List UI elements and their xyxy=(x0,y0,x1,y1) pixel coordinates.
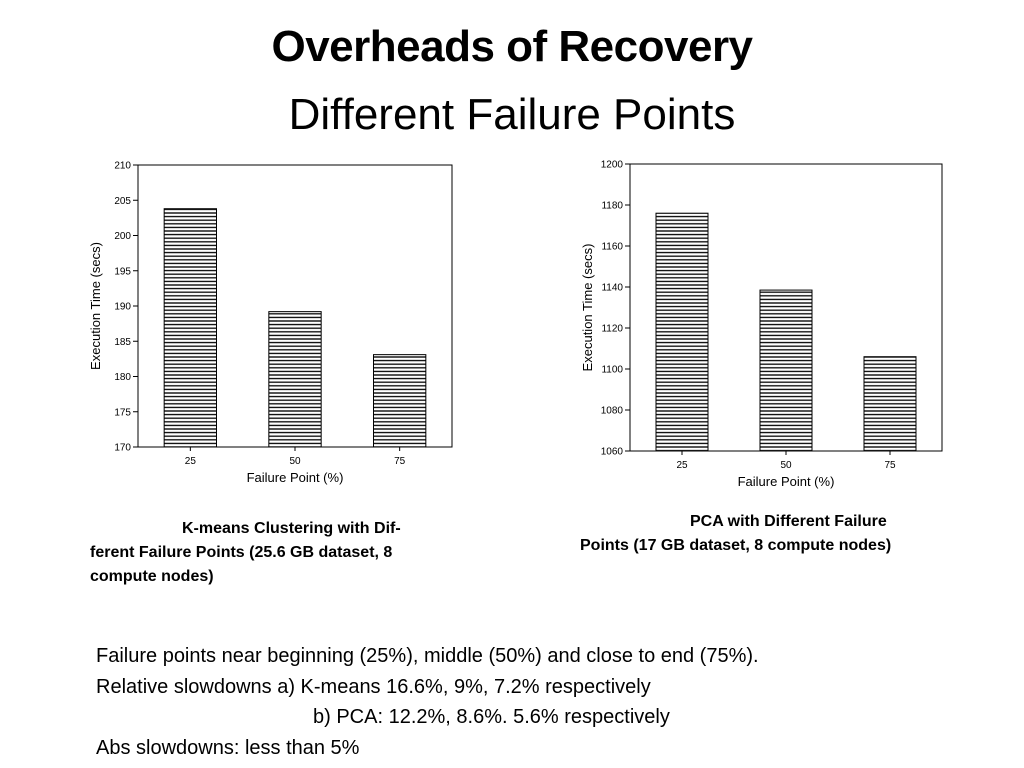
y-axis-label: Execution Time (secs) xyxy=(580,244,595,372)
slide-title: Overheads of Recovery xyxy=(271,22,753,71)
bar xyxy=(759,289,813,452)
x-tick-label: 50 xyxy=(780,460,792,471)
note-line: Relative slowdowns a) K-means 16.6%, 9%,… xyxy=(96,675,651,698)
caption-line: ferent Failure Points (25.6 GB dataset, … xyxy=(90,544,393,561)
y-tick-label: 1180 xyxy=(601,201,623,212)
y-tick-label: 200 xyxy=(114,231,131,242)
x-axis-label: Failure Point (%) xyxy=(738,474,835,489)
caption-line: PCA with Different Failure xyxy=(690,513,887,530)
caption-line: K-means Clustering with Dif- xyxy=(182,520,401,537)
y-tick-label: 1120 xyxy=(601,324,623,335)
y-tick-label: 1100 xyxy=(601,365,623,376)
y-axis-label: Execution Time (secs) xyxy=(88,242,103,370)
note-line: b) PCA: 12.2%, 8.6%. 5.6% respectively xyxy=(313,706,670,728)
bar xyxy=(373,354,427,448)
x-tick-label: 75 xyxy=(394,456,406,467)
bar xyxy=(863,356,917,452)
caption-line: compute nodes) xyxy=(90,568,214,585)
bar xyxy=(268,311,322,448)
pca-caption: PCA with Different Failure Points (17 GB… xyxy=(580,510,960,558)
y-tick-label: 1200 xyxy=(601,160,624,171)
x-axis-label: Failure Point (%) xyxy=(247,470,344,485)
y-tick-label: 205 xyxy=(114,196,131,207)
x-tick-label: 75 xyxy=(884,460,896,471)
y-tick-label: 175 xyxy=(114,407,131,418)
y-tick-label: 210 xyxy=(114,161,131,172)
note-line: Abs slowdowns: less than 5% xyxy=(96,736,360,759)
bar xyxy=(163,208,217,448)
x-tick-label: 50 xyxy=(289,456,301,467)
note-line: Failure points near beginning (25%), mid… xyxy=(96,645,759,667)
y-tick-label: 180 xyxy=(114,372,131,383)
kmeans-bar-chart: 170 175 180 185 190 195 200 205 210 25 50 75 Failure… xyxy=(88,161,453,485)
y-tick-label: 1160 xyxy=(601,242,623,253)
pca-bar-chart: 1060 1080 1100 1120 1140 1160 1180 1200 25 50 75 Fa… xyxy=(580,160,943,489)
x-tick-label: 25 xyxy=(676,460,688,471)
y-tick-label: 170 xyxy=(114,443,131,454)
y-tick-label: 185 xyxy=(114,337,131,348)
bar xyxy=(655,212,709,452)
slide-notes: Failure points near beginning (25%), mid… xyxy=(96,641,976,763)
y-tick-label: 1080 xyxy=(601,406,624,417)
slide-subtitle: Different Failure Points xyxy=(288,90,736,139)
x-tick-label: 25 xyxy=(185,456,197,467)
y-tick-label: 1140 xyxy=(601,283,623,294)
y-tick-label: 1060 xyxy=(601,447,624,458)
y-tick-label: 195 xyxy=(114,266,131,277)
caption-line: Points (17 GB dataset, 8 compute nodes) xyxy=(580,537,892,554)
kmeans-caption: K-means Clustering with Dif- ferent Fail… xyxy=(90,517,470,589)
y-tick-label: 190 xyxy=(114,302,131,313)
